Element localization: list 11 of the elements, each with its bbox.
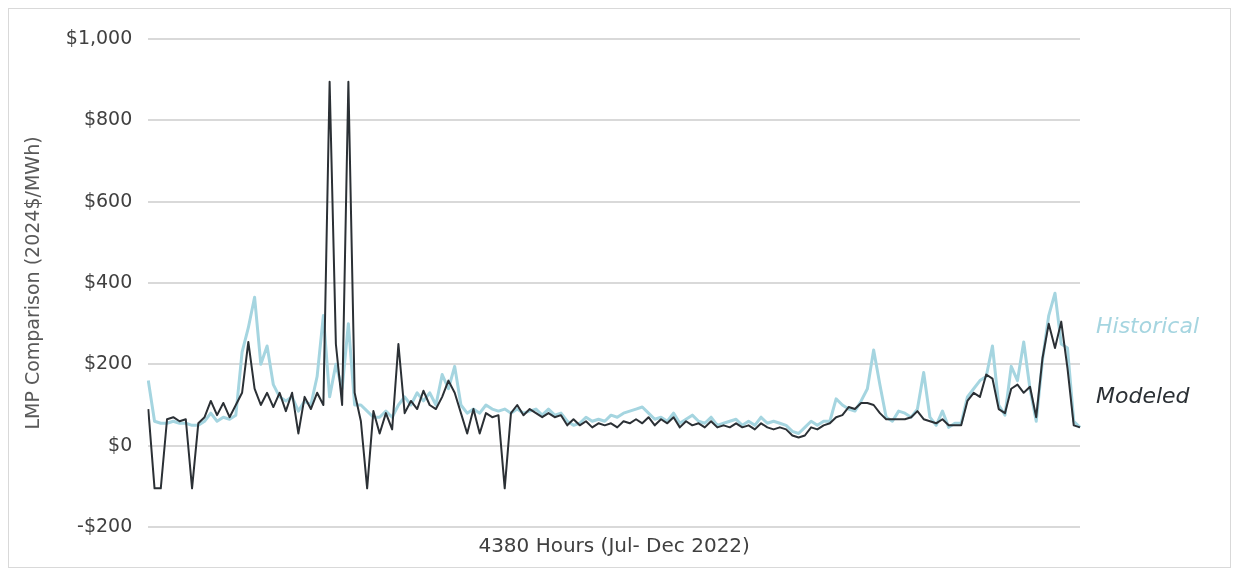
y-tick-label: $200 bbox=[83, 351, 133, 374]
y-tick-label: $0 bbox=[108, 432, 133, 455]
y-tick-label: $600 bbox=[83, 188, 133, 211]
y-tick-label: $400 bbox=[83, 269, 133, 292]
y-tick-label: $1,000 bbox=[65, 25, 133, 48]
y-axis-title: LMP Comparison (2024$/MWh) bbox=[21, 136, 44, 430]
y-tick-label: $800 bbox=[83, 107, 133, 130]
x-axis-title: 4380 Hours (Jul- Dec 2022) bbox=[478, 533, 750, 558]
series-label: Historical bbox=[1096, 312, 1200, 338]
y-tick-label: -$200 bbox=[77, 513, 133, 536]
series-label: Modeled bbox=[1096, 383, 1191, 409]
